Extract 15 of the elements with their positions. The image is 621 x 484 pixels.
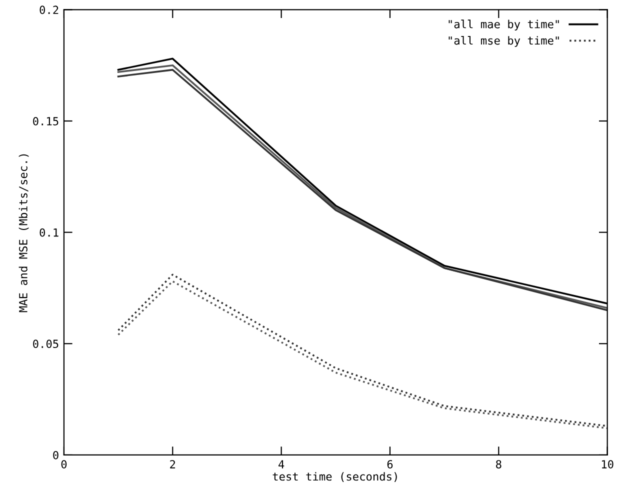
y-tick-label: 0.15 xyxy=(33,117,58,126)
x-tick-label: 0 xyxy=(61,460,67,468)
y-tick-label: 0.05 xyxy=(33,340,58,348)
y-axis-title: MAE and MSE (Mbits/sec.) xyxy=(18,154,29,312)
x-axis-title: test time (seconds) xyxy=(272,472,397,482)
x-tick-label: 10 xyxy=(602,460,614,468)
x-tick-label: 2 xyxy=(170,460,176,468)
legend-label: "all mae by time" xyxy=(448,20,559,30)
y-tick-label: 0.1 xyxy=(40,228,58,237)
legend-label: "all mse by time" xyxy=(448,36,559,47)
y-tick-label: 0.2 xyxy=(40,6,58,14)
x-tick-label: 8 xyxy=(496,460,502,468)
x-tick-label: 4 xyxy=(278,460,284,468)
x-tick-label: 6 xyxy=(387,460,393,468)
y-tick-label: 0 xyxy=(53,450,58,460)
